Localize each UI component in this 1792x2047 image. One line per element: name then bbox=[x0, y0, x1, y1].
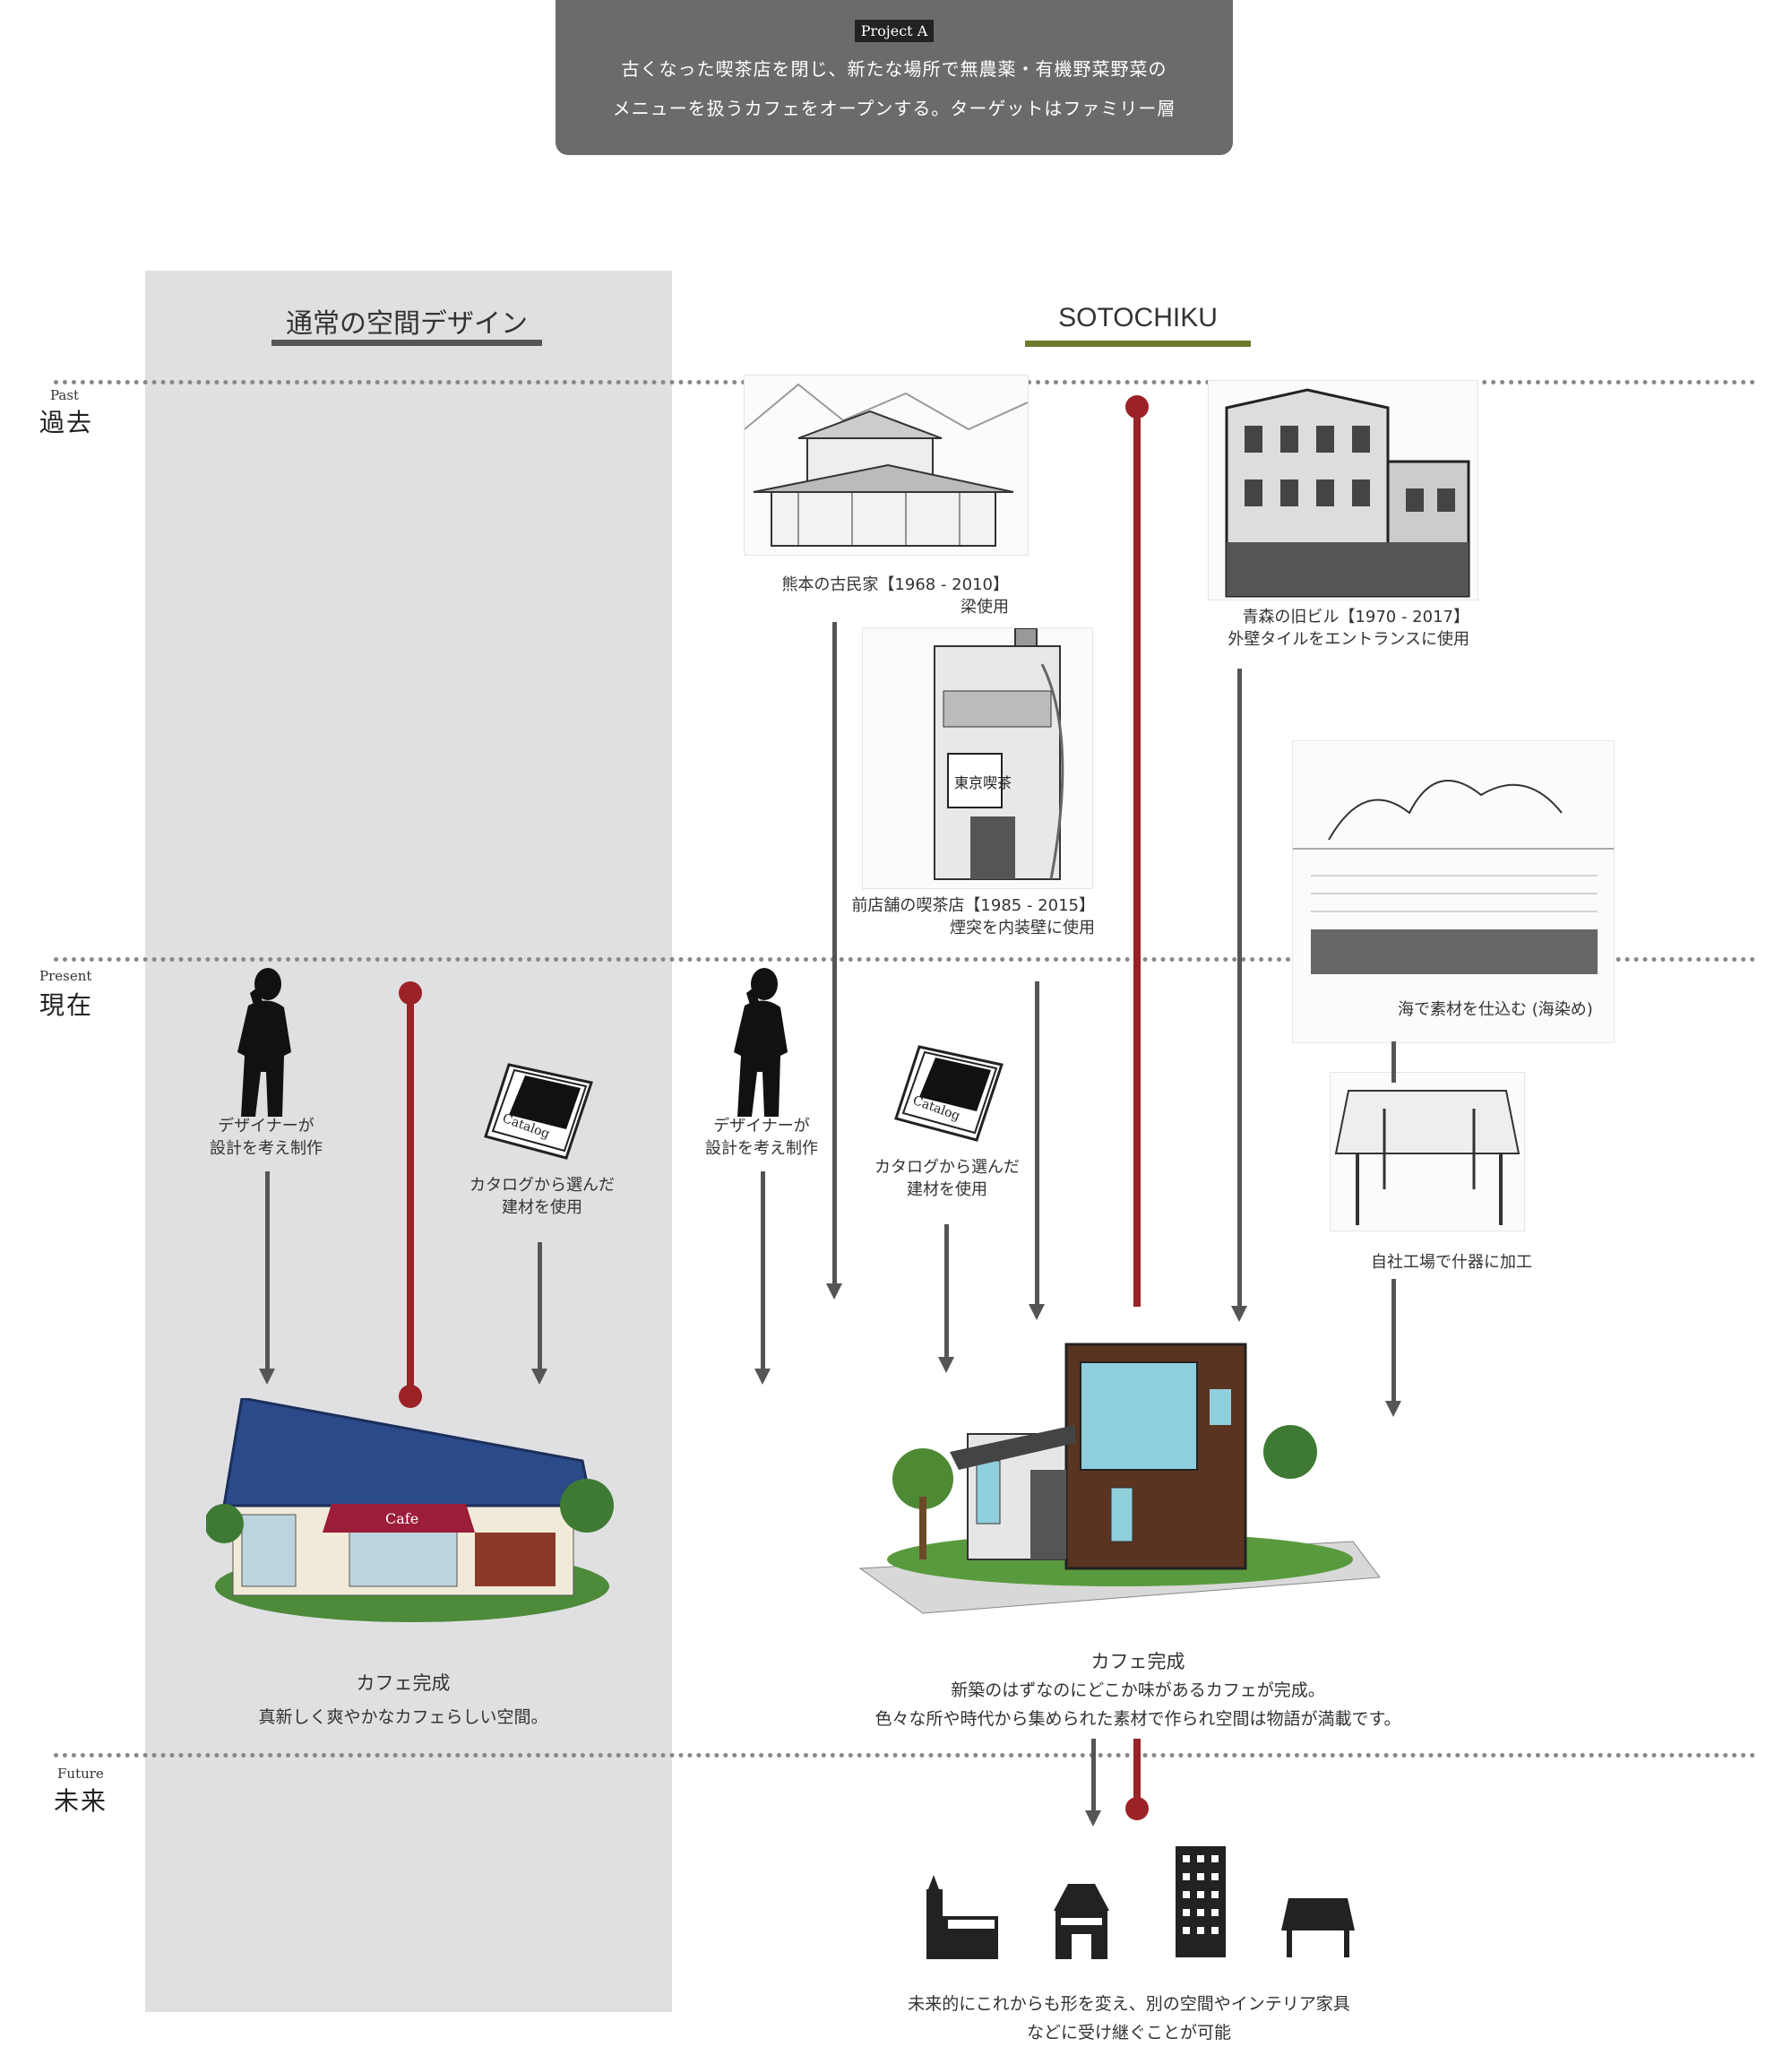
era-present-en: Present bbox=[39, 968, 92, 984]
kissaten-arrowhead bbox=[1029, 1304, 1045, 1320]
kumamoto-arrowhead bbox=[826, 1283, 842, 1300]
sotochiku-timeline-end-dot bbox=[1125, 1797, 1149, 1820]
sotochiku-result-desc: 新築のはずなのにどこか味があるカフェが完成。 色々な所や時代から集められた素材で作… bbox=[874, 1680, 1401, 1729]
normal-cafe-illustration: Cafe bbox=[206, 1398, 614, 1622]
normal-title-underline bbox=[271, 340, 542, 346]
designer-silhouette-icon bbox=[237, 968, 291, 1117]
sotochiku-timeline-future bbox=[1133, 1739, 1141, 1800]
kissaten-building-sketch: 東京喫茶 bbox=[862, 627, 1093, 889]
sotochiku-catalog-arrow bbox=[944, 1224, 949, 1357]
era-future-en: Future bbox=[57, 1766, 104, 1782]
sotochiku-catalog-arrowhead bbox=[938, 1357, 954, 1373]
normal-catalog-arrowhead bbox=[531, 1369, 547, 1385]
sea-to-table-line bbox=[1391, 1041, 1396, 1083]
project-desc-line2: メニューを扱うカフェをオープンする。ターゲットはファミリー層 bbox=[612, 98, 1176, 119]
era-present-jp: 現在 bbox=[39, 990, 94, 1020]
shop-icon bbox=[1054, 1884, 1109, 1959]
sotochiku-cafe-illustration bbox=[858, 1343, 1381, 1614]
aomori-arrow bbox=[1237, 669, 1242, 1306]
present-divider bbox=[54, 957, 1756, 962]
kumamoto-caption: 熊本の古民家【1968 - 2010】 梁使用 bbox=[781, 575, 1009, 617]
normal-cafe-sign: Cafe bbox=[385, 1510, 418, 1527]
normal-timeline bbox=[407, 993, 414, 1396]
sotochiku-title-underline bbox=[1025, 341, 1251, 347]
kissaten-caption: 前店舗の喫茶店【1985 - 2015】 煙突を内装壁に使用 bbox=[851, 896, 1095, 937]
sea-caption: 海で素材を仕込む (海染め) bbox=[1398, 1000, 1593, 1019]
sotochiku-designer-arrowhead bbox=[754, 1369, 771, 1385]
sotochiku-result-title: カフェ完成 bbox=[1090, 1651, 1185, 1672]
project-tag: Project A bbox=[854, 20, 935, 42]
normal-designer-arrow bbox=[265, 1171, 270, 1369]
sea-landscape-sketch bbox=[1292, 740, 1615, 1043]
sotochiku-designer-silhouette-icon bbox=[734, 968, 788, 1117]
table-icon bbox=[1281, 1898, 1355, 1957]
factory-caption: 自社工場で什器に加工 bbox=[1371, 1253, 1532, 1272]
sotochiku-designer-caption: デザイナーが 設計を考え制作 bbox=[705, 1117, 818, 1158]
sotochiku-timeline bbox=[1133, 407, 1141, 1307]
sotochiku-column-title: SOTOCHIKU bbox=[1058, 303, 1218, 333]
era-past-en: Past bbox=[50, 387, 80, 403]
normal-result-title: カフェ完成 bbox=[356, 1672, 451, 1694]
normal-catalog-icon: Catalog bbox=[484, 1063, 593, 1160]
normal-catalog-arrow bbox=[538, 1242, 542, 1369]
sotochiku-catalog-caption: カタログから選んだ 建材を使用 bbox=[874, 1158, 1020, 1199]
project-desc-line1: 古くなった喫茶店を閉じ、新たな場所で無農薬・有機野菜野菜の bbox=[621, 58, 1167, 80]
sotochiku-catalog-icon: Catalog bbox=[894, 1045, 1004, 1142]
normal-designer-caption: デザイナーが 設計を考え制作 bbox=[210, 1117, 323, 1158]
future-arrow bbox=[1091, 1739, 1096, 1810]
kissaten-arrow bbox=[1035, 981, 1039, 1304]
normal-catalog-caption: カタログから選んだ 建材を使用 bbox=[470, 1176, 615, 1217]
factory-table-sketch bbox=[1330, 1072, 1525, 1231]
future-divider bbox=[54, 1753, 1756, 1758]
project-header: Project A 古くなった喫茶店を閉じ、新たな場所で無農薬・有機野菜野菜の … bbox=[556, 0, 1233, 155]
kumamoto-house-sketch bbox=[744, 375, 1029, 556]
factory-arrowhead bbox=[1385, 1401, 1401, 1417]
era-future-jp: 未来 bbox=[54, 1786, 108, 1816]
tall-building-icon bbox=[1176, 1846, 1226, 1957]
aomori-caption: 青森の旧ビル【1970 - 2017】 外壁タイルをエントランスに使用 bbox=[1228, 608, 1469, 649]
normal-column-title: 通常の空間デザイン bbox=[286, 308, 528, 340]
normal-result-desc: 真新しく爽やかなカフェらしい空間。 bbox=[258, 1707, 548, 1727]
kumamoto-arrow bbox=[832, 622, 837, 1283]
aomori-building-sketch bbox=[1208, 380, 1478, 600]
era-past-jp: 過去 bbox=[39, 408, 94, 437]
normal-timeline-end-dot bbox=[399, 1385, 422, 1408]
sotochiku-designer-arrow bbox=[761, 1171, 765, 1369]
future-arrowhead bbox=[1085, 1810, 1101, 1827]
aomori-arrowhead bbox=[1231, 1306, 1247, 1322]
future-caption: 未来的にこれからも形を変え、別の空間やインテリア家具 などに受け継ぐことが可能 bbox=[908, 1994, 1350, 2043]
church-icon bbox=[926, 1875, 998, 1959]
normal-designer-arrowhead bbox=[259, 1369, 275, 1385]
kissaten-sign: 東京喫茶 bbox=[954, 774, 1012, 791]
factory-arrow bbox=[1391, 1279, 1396, 1401]
